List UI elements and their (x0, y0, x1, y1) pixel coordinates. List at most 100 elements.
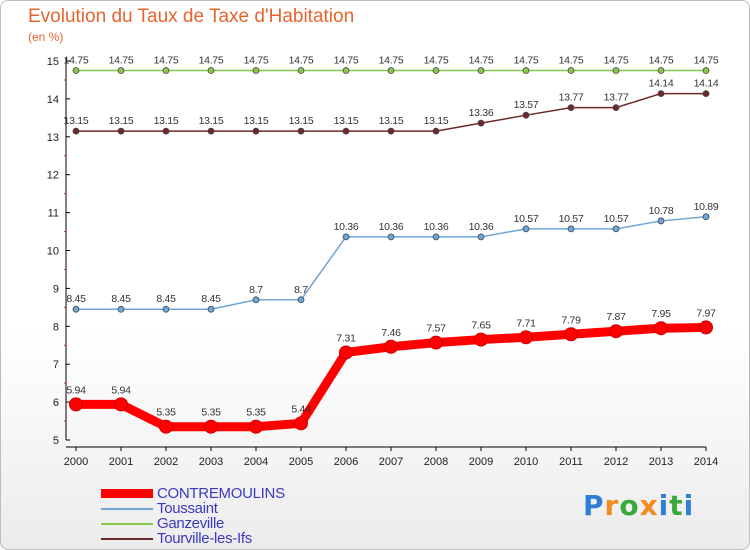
y-tick-label: 9 (53, 283, 59, 295)
data-label: 13.15 (64, 115, 89, 127)
data-point (297, 127, 305, 135)
data-label: 14.75 (649, 54, 674, 66)
data-point (117, 305, 125, 313)
data-point (612, 104, 620, 112)
data-point (72, 127, 80, 135)
data-label: 8.45 (156, 293, 176, 305)
y-tick-label: 15 (47, 56, 59, 68)
data-point (477, 119, 485, 127)
data-point (162, 127, 170, 135)
data-point (342, 127, 350, 135)
data-point (657, 67, 665, 74)
data-label: 14.14 (649, 78, 674, 90)
data-point (339, 345, 353, 360)
data-point (432, 233, 440, 241)
data-point (657, 90, 665, 97)
data-point (114, 397, 128, 412)
data-label: 8.7 (294, 284, 308, 296)
legend-swatch (101, 538, 153, 540)
x-tick-label: 2012 (604, 456, 628, 468)
data-label: 7.71 (516, 317, 536, 329)
data-label: 13.15 (334, 115, 359, 127)
data-label: 13.77 (604, 92, 629, 104)
data-label: 13.57 (514, 99, 539, 111)
data-point (699, 320, 713, 335)
data-point (702, 213, 710, 221)
y-tick-label: 12 (47, 170, 59, 182)
data-label: 13.15 (109, 115, 134, 127)
data-point (477, 233, 485, 241)
data-label: 14.75 (559, 54, 584, 66)
data-label: 10.36 (469, 221, 494, 233)
data-label: 13.15 (424, 115, 449, 127)
data-point (474, 332, 488, 347)
x-tick-label: 2000 (64, 456, 88, 468)
data-point (72, 305, 80, 313)
data-label: 5.94 (66, 384, 86, 396)
data-label: 14.75 (334, 54, 359, 66)
data-label: 13.15 (379, 115, 404, 127)
brand-letter: i (658, 489, 670, 522)
data-point (162, 305, 170, 313)
data-label: 10.57 (514, 213, 539, 225)
brand-letter: x (639, 489, 659, 522)
data-point (477, 67, 485, 74)
data-label: 7.31 (336, 332, 356, 344)
y-tick-label: 11 (48, 208, 59, 220)
x-tick-label: 2013 (649, 456, 673, 468)
data-label: 8.45 (66, 293, 86, 305)
legend-swatch (101, 489, 153, 498)
data-point (567, 104, 575, 112)
y-tick-label: 13 (47, 132, 59, 144)
data-label: 7.87 (606, 311, 626, 323)
x-tick-label: 2007 (379, 456, 403, 468)
data-point (297, 67, 305, 74)
data-point (612, 67, 620, 74)
data-label: 13.15 (199, 115, 224, 127)
data-label: 14.75 (244, 54, 269, 66)
data-label: 7.95 (651, 308, 671, 320)
data-label: 14.75 (64, 54, 89, 66)
data-label: 10.57 (559, 213, 584, 225)
brand-letter: P (583, 489, 605, 522)
data-point (252, 67, 260, 74)
data-label: 13.15 (289, 115, 314, 127)
x-tick-label: 2005 (289, 456, 313, 468)
data-label: 10.36 (424, 221, 449, 233)
data-point (294, 416, 308, 431)
data-point (162, 67, 170, 74)
brand-letter: r (604, 489, 620, 522)
data-point (252, 127, 260, 135)
y-tick-label: 7 (53, 359, 59, 371)
brand-logo: Proxiti (583, 489, 694, 522)
x-tick-label: 2009 (469, 456, 493, 468)
data-label: 7.97 (696, 307, 716, 319)
data-point (519, 330, 533, 345)
unit-label: (en %) (28, 30, 64, 44)
data-point (204, 419, 218, 434)
legend-swatch (101, 508, 153, 510)
data-label: 14.75 (199, 54, 224, 66)
data-point (69, 397, 83, 412)
legend-label: Tourville-les-Ifs (157, 530, 252, 547)
data-point (117, 67, 125, 74)
data-point (609, 324, 623, 339)
y-tick-label: 14 (47, 94, 59, 106)
data-label: 14.75 (694, 54, 719, 66)
x-tick-label: 2014 (694, 456, 718, 468)
x-tick-label: 2004 (244, 456, 268, 468)
data-label: 13.15 (154, 115, 179, 127)
data-label: 14.75 (109, 54, 134, 66)
data-label: 8.45 (201, 293, 221, 305)
data-label: 14.75 (424, 54, 449, 66)
y-tick-label: 6 (53, 397, 59, 409)
data-label: 10.36 (334, 221, 359, 233)
data-label: 7.79 (561, 314, 581, 326)
data-point (657, 217, 665, 225)
data-label: 13.15 (244, 115, 269, 127)
data-label: 8.45 (111, 293, 131, 305)
data-label: 5.94 (111, 384, 131, 396)
data-label: 10.89 (694, 201, 719, 213)
data-point (72, 67, 80, 74)
data-point (207, 67, 215, 74)
